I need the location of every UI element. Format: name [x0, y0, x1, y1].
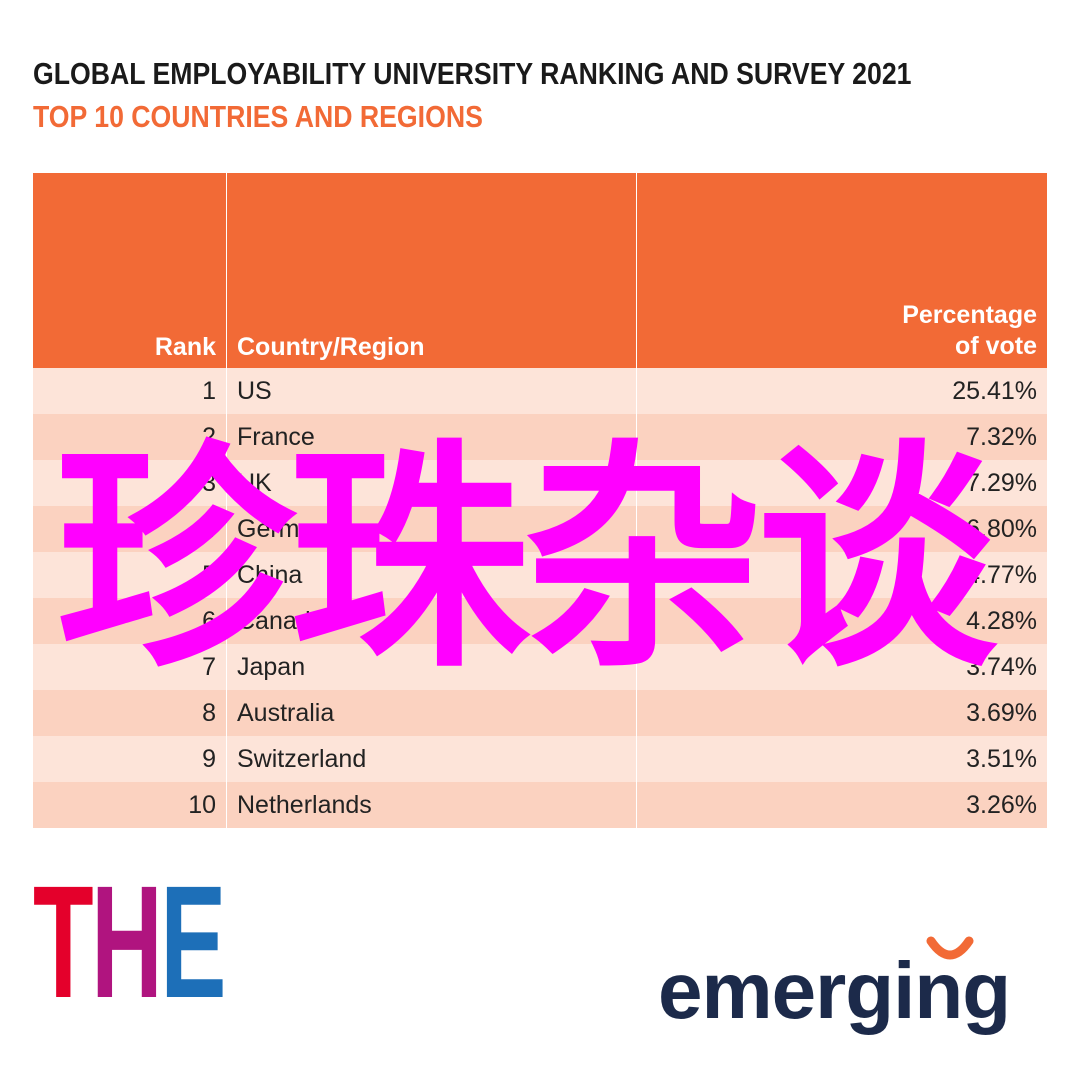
header-cell: Country/Region: [227, 173, 637, 368]
table-cell: 3.51%: [966, 744, 1037, 773]
table-row: 1 US 25.41%: [33, 368, 1047, 414]
logo-arc: [926, 936, 974, 960]
table-row: 5 China 4.77%: [33, 552, 1047, 598]
table-cell: China: [227, 552, 637, 598]
table-cell: 6.80%: [966, 514, 1037, 543]
table-cell: 4.28%: [966, 606, 1037, 635]
table-row: 2 France 7.32%: [33, 414, 1047, 460]
table-cell: 1: [33, 368, 227, 414]
header-row: Rank Country/Region Percentage of vote: [33, 173, 1047, 368]
table-cell: Australia: [227, 690, 637, 736]
watermark: 珍珠杂谈: [55, 426, 997, 694]
table-cell: 6: [33, 598, 227, 644]
table-cell: 7.29%: [966, 468, 1037, 497]
table-cell: 25.41%: [952, 376, 1037, 405]
table-cell: US: [227, 368, 637, 414]
table-cell: 4.77%: [966, 560, 1037, 589]
title: GLOBAL EMPLOYABILITY UNIVERSITY RANKING …: [33, 56, 912, 91]
subtitle: TOP 10 COUNTRIES AND REGIONS: [33, 99, 483, 134]
table-cell: Germany: [227, 506, 637, 552]
table-row: 7 Japan 3.74%: [33, 644, 1047, 690]
table-row: 4 Germany 6.80%: [33, 506, 1047, 552]
header-cell: Percentage of vote: [637, 173, 1047, 368]
table-cell: 3.26%: [966, 790, 1037, 819]
table-cell: Switzerland: [227, 736, 637, 782]
table-cell: 7: [33, 644, 227, 690]
table-cell: 9: [33, 736, 227, 782]
table: Rank Country/Region Percentage of vote 1…: [33, 173, 1047, 828]
table-cell: 8: [33, 690, 227, 736]
table-cell: Netherlands: [227, 782, 637, 828]
header-cell: Rank: [33, 173, 227, 368]
emerging-logo: emerging: [658, 946, 1011, 1035]
table-cell: France: [227, 414, 637, 460]
table-cell: 3.74%: [966, 652, 1037, 681]
table-cell: UK: [227, 460, 637, 506]
table-row: 8 Australia 3.69%: [33, 690, 1047, 736]
table-cell: Canada: [227, 598, 637, 644]
table-row: 10 Netherlands 3.26%: [33, 782, 1047, 828]
table-cell: 7.32%: [966, 422, 1037, 451]
table-cell: Japan: [227, 644, 637, 690]
table-row: 3 UK 7.29%: [33, 460, 1047, 506]
logo-text: THE: [33, 852, 226, 1031]
table-cell: 2: [33, 414, 227, 460]
table-row: 6 Canada 4.28%: [33, 598, 1047, 644]
table-row: 9 Switzerland 3.51%: [33, 736, 1047, 782]
header-text: Percentage of vote: [902, 301, 1037, 360]
table-cell: 5: [33, 552, 227, 598]
table-cell: 10: [33, 782, 227, 828]
the-logo: THE: [33, 862, 226, 1022]
table-cell: 4: [33, 506, 227, 552]
table-cell: 3: [33, 460, 227, 506]
header-text: Country/Region: [237, 333, 425, 361]
table-cell: 3.69%: [966, 698, 1037, 727]
header-text: Rank: [154, 333, 216, 361]
